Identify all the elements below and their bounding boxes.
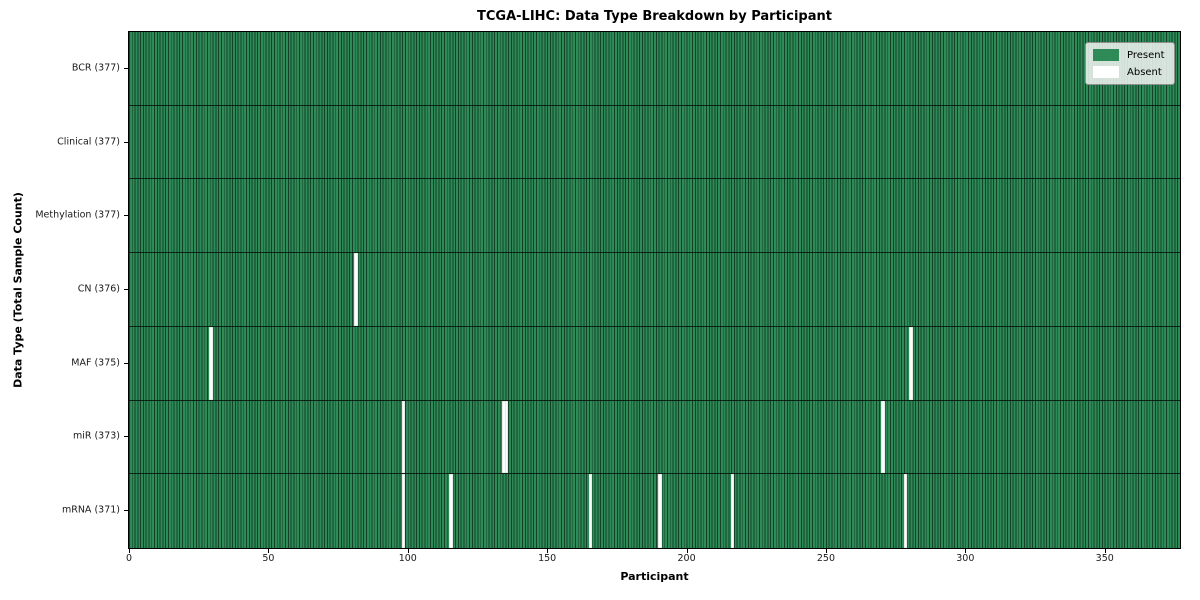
x-tick-label: 150 xyxy=(538,553,557,564)
y-tick-label: Methylation (377) xyxy=(35,209,120,221)
x-tick-label: 100 xyxy=(398,553,417,564)
x-tick-mark xyxy=(129,549,130,553)
absent-cell xyxy=(449,474,453,548)
x-tick-mark xyxy=(268,549,270,553)
x-tick-label: 50 xyxy=(262,553,275,564)
present-swatch-icon xyxy=(1093,49,1119,61)
x-tick-mark xyxy=(965,549,967,553)
absent-cell xyxy=(881,400,885,474)
heatmap-row-mrna xyxy=(129,474,1180,548)
legend-item-absent: Absent xyxy=(1093,66,1165,78)
legend: Present Absent xyxy=(1085,42,1175,85)
y-tick-label: CN (376) xyxy=(77,283,120,295)
y-tick-label: MAF (375) xyxy=(71,357,120,369)
absent-cell xyxy=(502,400,506,474)
y-tick-mark xyxy=(124,215,128,217)
x-tick-label: 200 xyxy=(677,553,696,564)
x-tick-mark xyxy=(547,549,549,553)
x-tick-label: 300 xyxy=(956,553,975,564)
heatmap-row-cn xyxy=(129,253,1180,327)
x-tick-label: 250 xyxy=(816,553,836,564)
heatmap-row-methylation xyxy=(129,179,1180,254)
absent-cell xyxy=(401,474,406,548)
y-tick-mark xyxy=(124,436,128,438)
y-tick-label: mRNA (371) xyxy=(61,504,120,516)
heatmap-row-mir xyxy=(129,400,1180,475)
absent-cell xyxy=(658,474,662,548)
absent-cell xyxy=(909,326,913,400)
y-tick-mark xyxy=(124,141,128,143)
x-tick-mark xyxy=(686,549,688,553)
y-tick-label: BCR (377) xyxy=(71,62,120,74)
y-tick-mark xyxy=(124,289,128,290)
absent-cell xyxy=(730,474,735,548)
absent-cell xyxy=(504,400,509,474)
y-tick-mark xyxy=(124,67,128,69)
absent-cell xyxy=(588,474,593,548)
legend-label-absent: Absent xyxy=(1127,66,1162,78)
absent-cell xyxy=(903,474,908,548)
heatmap-row-maf xyxy=(129,326,1180,401)
x-tick-mark xyxy=(407,549,409,553)
legend-label-present: Present xyxy=(1127,49,1165,61)
heatmap-row-clinical xyxy=(129,106,1180,180)
x-tick-label: 0 xyxy=(125,553,133,564)
x-tick-label: 350 xyxy=(1095,553,1114,564)
absent-swatch-icon xyxy=(1093,66,1119,78)
x-tick-mark xyxy=(1104,549,1106,553)
y-tick-mark xyxy=(124,510,128,512)
absent-cell xyxy=(401,400,406,474)
heatmap-row-bcr xyxy=(129,32,1180,106)
y-tick-mark xyxy=(124,362,128,364)
plot-area xyxy=(128,31,1181,549)
absent-cell xyxy=(354,253,358,326)
y-tick-label: Clinical (377) xyxy=(57,136,120,148)
y-tick-label: miR (373) xyxy=(72,430,120,442)
chart-title: TCGA-LIHC: Data Type Breakdown by Partic… xyxy=(477,9,832,24)
absent-cell xyxy=(209,326,213,400)
legend-item-present: Present xyxy=(1093,49,1165,61)
x-tick-mark xyxy=(825,549,827,553)
x-axis-label: Participant xyxy=(620,570,689,583)
